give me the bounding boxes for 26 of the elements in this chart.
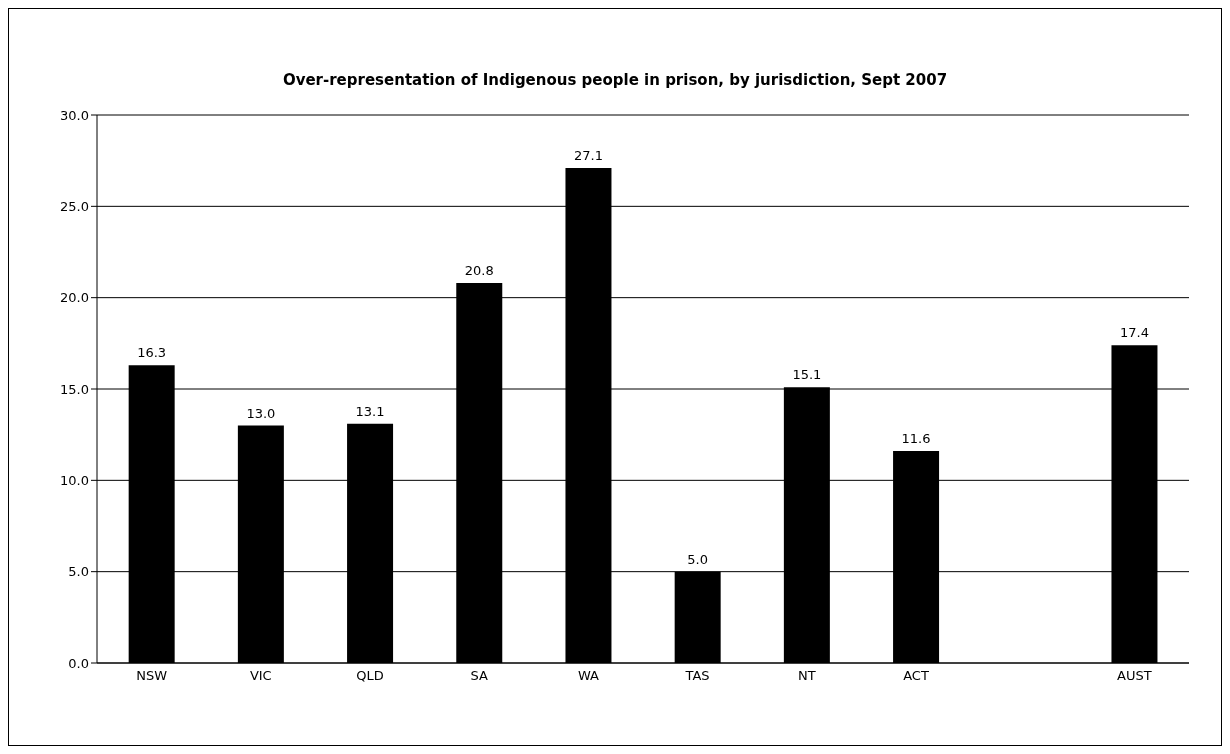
x-tick-label: TAS	[684, 668, 710, 684]
data-label: 11.6	[901, 431, 931, 447]
x-tick-label: NSW	[136, 668, 168, 684]
x-tick-label: ACT	[903, 668, 929, 684]
y-tick-label: 20.0	[60, 290, 89, 306]
x-tick-label: WA	[577, 668, 600, 684]
x-tick-label: AUST	[1117, 668, 1152, 684]
chart-title: Over-representation of Indigenous people in prison, by jurisdiction, Sept 2007	[281, 71, 949, 89]
y-tick-label: 30.0	[60, 107, 89, 123]
data-label: 20.8	[464, 263, 494, 279]
data-label: 15.1	[792, 367, 822, 383]
y-tick-label: 5.0	[68, 564, 89, 580]
y-tick-label: 10.0	[60, 472, 89, 488]
x-tick-label: VIC	[249, 668, 272, 684]
data-label: 13.0	[246, 405, 276, 421]
data-label: 16.3	[137, 345, 167, 361]
data-label: 5.0	[687, 551, 709, 567]
data-label: 27.1	[573, 147, 603, 163]
y-tick-label: 15.0	[60, 381, 89, 397]
y-tick-label: 0.0	[68, 655, 89, 671]
data-label: 17.4	[1119, 325, 1149, 341]
x-tick-label: SA	[470, 668, 488, 684]
data-label: 13.1	[355, 403, 385, 419]
x-tick-label: NT	[797, 668, 816, 684]
y-tick-label: 25.0	[60, 198, 89, 214]
x-tick-label: QLD	[356, 668, 384, 684]
